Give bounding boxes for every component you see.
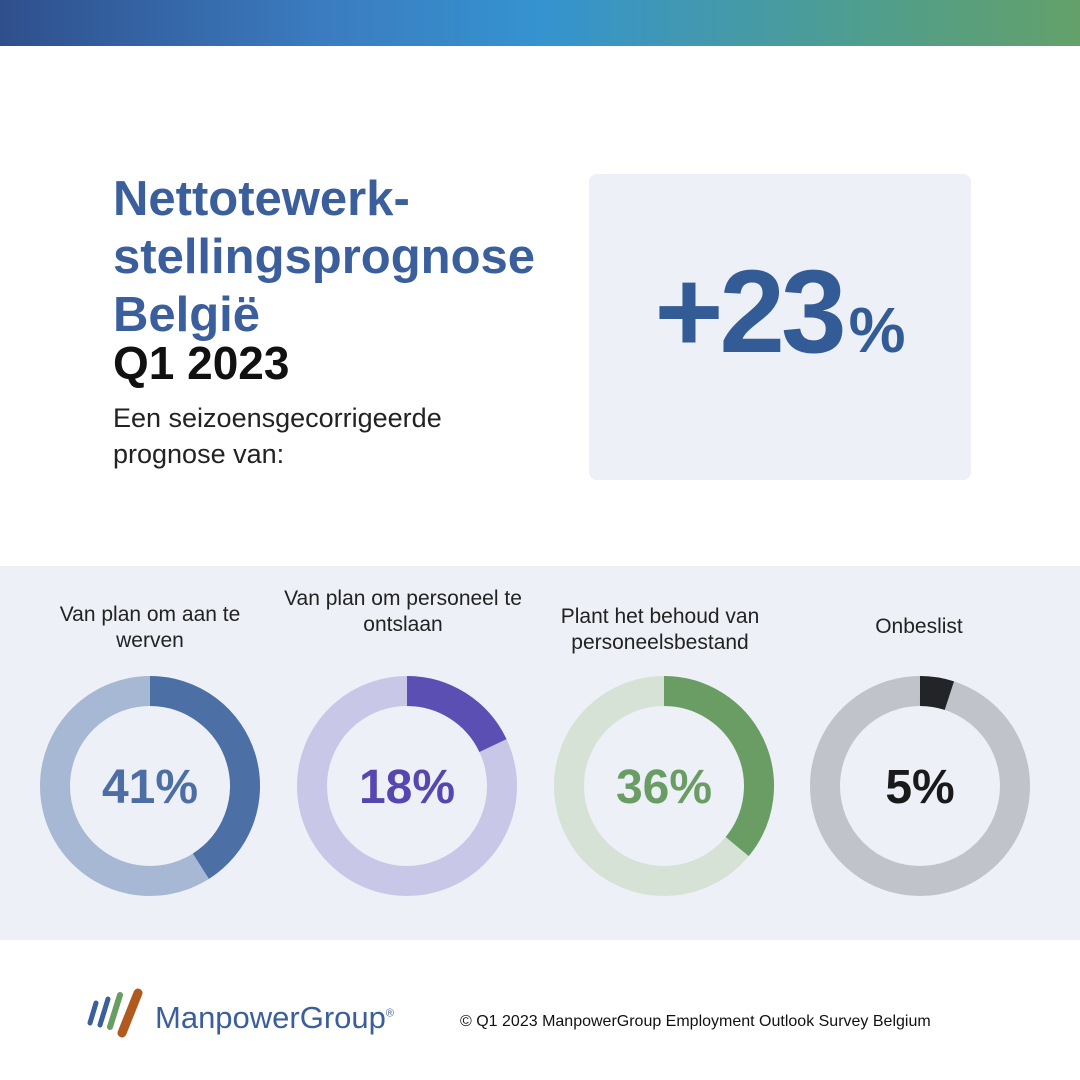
donut-slice-undecided: [919, 676, 954, 711]
donut-label-hire: Van plan om aan te werven: [59, 603, 241, 652]
forecast-unit: %: [848, 294, 906, 366]
donut-charts: 41% 18% 36% 5%: [40, 676, 1030, 896]
top-gradient-bar: [0, 0, 1080, 46]
donut-slice-hire: [149, 676, 260, 879]
donut-label-fire: Van plan om personeel te ontslaan: [284, 587, 522, 636]
forecast-value: +23%: [589, 244, 971, 380]
logo-wordmark: ManpowerGroup®: [155, 1000, 394, 1036]
manpowergroup-logo-icon: [87, 988, 143, 1038]
donut-slice-fire: [406, 676, 507, 753]
forecast-number: +23: [654, 246, 846, 378]
page-title: Nettotewerk- stellingsprognose België: [113, 170, 573, 344]
donut-label-undecided: Onbeslist: [875, 615, 963, 638]
donut-value-fire: 18%: [359, 761, 455, 814]
logo-registered-mark: ®: [385, 1007, 395, 1020]
donut-value-undecided: 5%: [885, 761, 954, 814]
subtitle: Een seizoensgecorrigeerde prognose van:: [113, 403, 442, 469]
donut-label-retain: Plant het behoud van personeelsbestand: [560, 605, 760, 654]
copyright-text: © Q1 2023 ManpowerGroup Employment Outlo…: [460, 1013, 931, 1030]
quarter-label: Q1 2023: [113, 337, 290, 389]
title-line-3: België: [113, 288, 261, 342]
logo-text: ManpowerGroup: [155, 1000, 386, 1035]
donut-slice-retain: [663, 676, 774, 857]
title-line-2: stellingsprognose: [113, 230, 536, 284]
forecast-box: +23%: [589, 174, 971, 480]
donut-value-hire: 41%: [102, 761, 198, 814]
title-line-1: Nettotewerk-: [113, 172, 410, 226]
donut-value-retain: 36%: [616, 761, 712, 814]
